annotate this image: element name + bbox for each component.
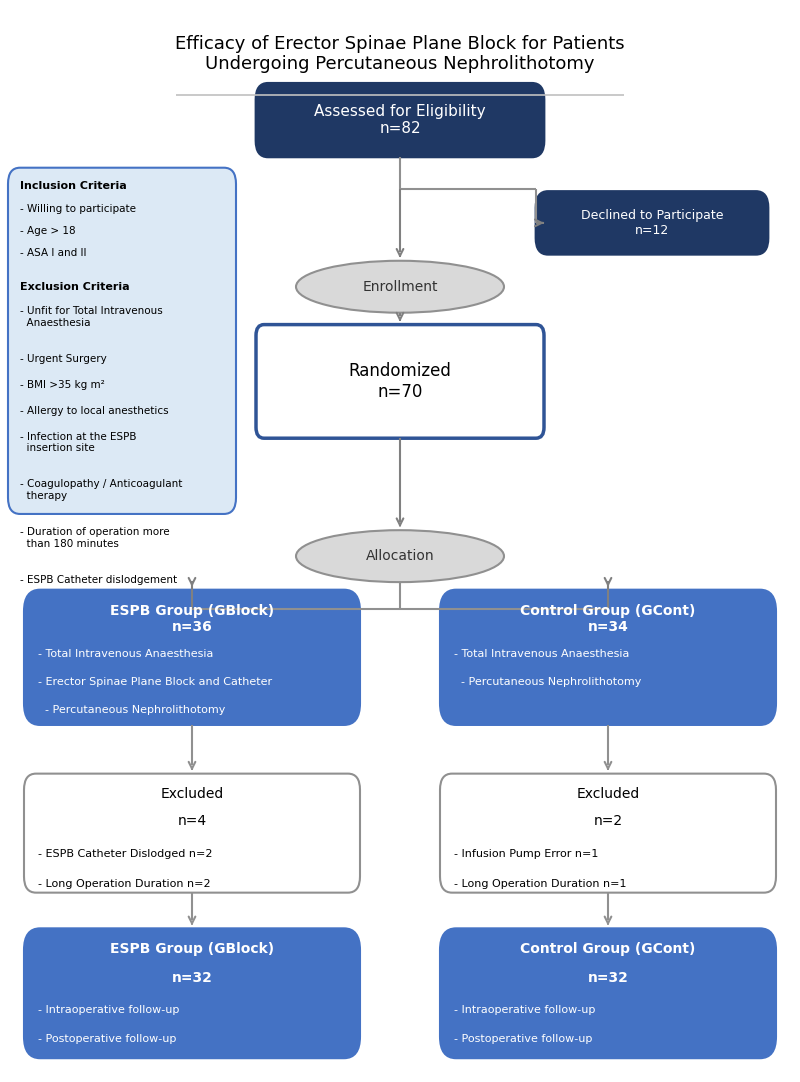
Text: - Long Operation Duration n=2: - Long Operation Duration n=2 (38, 879, 211, 888)
Text: Inclusion Criteria: Inclusion Criteria (20, 181, 126, 190)
FancyBboxPatch shape (24, 774, 360, 893)
Text: - ESPB Catheter dislodgement: - ESPB Catheter dislodgement (20, 575, 177, 584)
Text: - Willing to participate: - Willing to participate (20, 204, 136, 214)
Text: - Infusion Pump Error n=1: - Infusion Pump Error n=1 (454, 849, 598, 859)
Text: Control Group (GCont)
n=34: Control Group (GCont) n=34 (520, 604, 696, 634)
FancyBboxPatch shape (8, 168, 236, 514)
Ellipse shape (296, 530, 504, 582)
Text: Control Group (GCont): Control Group (GCont) (520, 942, 696, 956)
Text: - Erector Spinae Plane Block and Catheter: - Erector Spinae Plane Block and Cathete… (38, 677, 273, 687)
Text: Declined to Participate
n=12: Declined to Participate n=12 (581, 209, 723, 237)
FancyBboxPatch shape (440, 928, 776, 1058)
Text: Exclusion Criteria: Exclusion Criteria (20, 282, 130, 292)
Text: - Total Intravenous Anaesthesia: - Total Intravenous Anaesthesia (454, 649, 630, 659)
Text: - Infection at the ESPB
  insertion site: - Infection at the ESPB insertion site (20, 432, 137, 453)
Text: Randomized
n=70: Randomized n=70 (349, 362, 451, 400)
Text: - Urgent Surgery: - Urgent Surgery (20, 354, 106, 364)
Text: n=4: n=4 (178, 814, 206, 828)
Text: - BMI >35 kg m²: - BMI >35 kg m² (20, 380, 105, 390)
Text: - Coagulopathy / Anticoagulant
  therapy: - Coagulopathy / Anticoagulant therapy (20, 479, 182, 501)
Text: - Duration of operation more
  than 180 minutes: - Duration of operation more than 180 mi… (20, 527, 170, 549)
Text: - Age > 18: - Age > 18 (20, 226, 76, 236)
Text: ESPB Group (GBlock): ESPB Group (GBlock) (110, 942, 274, 956)
Text: - Data analyzed: - Data analyzed (454, 1064, 550, 1073)
Text: ESPB Group (GBlock)
n=36: ESPB Group (GBlock) n=36 (110, 604, 274, 634)
Text: - Percutaneous Nephrolithotomy: - Percutaneous Nephrolithotomy (38, 705, 226, 715)
Text: - Percutaneous Nephrolithotomy: - Percutaneous Nephrolithotomy (454, 677, 642, 687)
FancyBboxPatch shape (256, 325, 544, 438)
FancyBboxPatch shape (24, 590, 360, 725)
Text: - Unfit for Total Intravenous
  Anaesthesia: - Unfit for Total Intravenous Anaesthesi… (20, 306, 162, 328)
FancyBboxPatch shape (536, 192, 768, 254)
FancyBboxPatch shape (256, 83, 544, 157)
Text: - Data analyzed: - Data analyzed (38, 1064, 134, 1073)
Text: - ESPB Catheter Dislodged n=2: - ESPB Catheter Dislodged n=2 (38, 849, 213, 859)
Text: - Total Intravenous Anaesthesia: - Total Intravenous Anaesthesia (38, 649, 214, 659)
Text: - Postoperative follow-up: - Postoperative follow-up (454, 1034, 593, 1044)
Text: - Intraoperative follow-up: - Intraoperative follow-up (454, 1005, 596, 1015)
Text: Enrollment: Enrollment (362, 280, 438, 293)
FancyBboxPatch shape (440, 590, 776, 725)
FancyBboxPatch shape (440, 774, 776, 893)
Text: - Allergy to local anesthetics: - Allergy to local anesthetics (20, 406, 169, 415)
Text: - Long Operation Duration n=1: - Long Operation Duration n=1 (454, 879, 627, 888)
Text: - Postoperative follow-up: - Postoperative follow-up (38, 1034, 177, 1044)
Text: Excluded: Excluded (160, 787, 224, 801)
Text: n=32: n=32 (587, 971, 629, 985)
FancyBboxPatch shape (24, 928, 360, 1058)
Text: n=32: n=32 (171, 971, 213, 985)
Text: n=2: n=2 (594, 814, 622, 828)
Text: Allocation: Allocation (366, 550, 434, 563)
Text: - Intraoperative follow-up: - Intraoperative follow-up (38, 1005, 180, 1015)
Text: Excluded: Excluded (576, 787, 640, 801)
Ellipse shape (296, 261, 504, 313)
Text: Efficacy of Erector Spinae Plane Block for Patients
Undergoing Percutaneous Neph: Efficacy of Erector Spinae Plane Block f… (175, 35, 625, 74)
Text: - ASA I and II: - ASA I and II (20, 248, 86, 258)
Text: Assessed for Eligibility
n=82: Assessed for Eligibility n=82 (314, 104, 486, 136)
